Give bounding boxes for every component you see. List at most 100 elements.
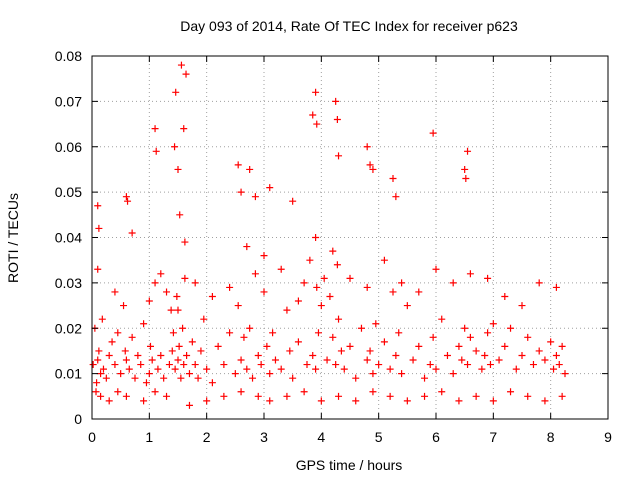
data-point [260, 288, 268, 296]
data-point [366, 347, 374, 355]
data-point [333, 116, 341, 124]
data-point [386, 392, 394, 400]
data-point [438, 388, 446, 396]
data-point [372, 320, 380, 328]
data-point [317, 302, 325, 310]
data-point [286, 347, 294, 355]
data-point [140, 320, 148, 328]
data-point [128, 333, 136, 341]
data-point [94, 356, 102, 364]
data-point [120, 302, 128, 310]
data-point [335, 152, 343, 160]
data-point [512, 365, 520, 373]
data-point [332, 361, 340, 369]
data-point [277, 265, 285, 273]
x-tick-label: 1 [145, 429, 153, 445]
data-point [426, 361, 434, 369]
data-point [160, 374, 168, 382]
data-point [320, 274, 328, 282]
y-tick-label: 0.02 [55, 320, 82, 336]
data-point [507, 388, 515, 396]
data-point [180, 125, 188, 133]
data-point [137, 361, 145, 369]
data-point [464, 147, 472, 155]
data-point [392, 351, 400, 359]
data-point [151, 279, 159, 287]
data-point [438, 315, 446, 323]
data-point [157, 351, 165, 359]
data-point [409, 356, 417, 364]
data-point [105, 397, 113, 405]
data-point [415, 342, 423, 350]
data-point [300, 388, 308, 396]
data-point [369, 370, 377, 378]
data-point [337, 347, 345, 355]
data-point [352, 397, 360, 405]
data-point [237, 188, 245, 196]
data-point [289, 374, 297, 382]
data-point [125, 365, 133, 373]
data-point [99, 365, 107, 373]
data-point [443, 351, 451, 359]
data-point [180, 361, 188, 369]
data-point [142, 379, 150, 387]
x-tick-label: 0 [88, 429, 96, 445]
data-point [303, 361, 311, 369]
data-point [246, 165, 254, 173]
data-point [171, 143, 179, 151]
data-point [380, 256, 388, 264]
data-point [152, 147, 160, 155]
data-point [246, 324, 254, 332]
data-point [380, 338, 388, 346]
data-point [231, 370, 239, 378]
data-point [403, 397, 411, 405]
data-point [254, 351, 262, 359]
grid-lines [92, 56, 608, 419]
data-point [455, 342, 463, 350]
data-point [346, 274, 354, 282]
data-point [507, 324, 515, 332]
data-point [326, 292, 334, 300]
data-point [363, 143, 371, 151]
data-point [243, 365, 251, 373]
data-point [421, 374, 429, 382]
x-tick-label: 9 [604, 429, 612, 445]
data-point [95, 224, 103, 232]
data-point [114, 329, 122, 337]
data-point [131, 374, 139, 382]
data-point [208, 292, 216, 300]
data-point [240, 333, 248, 341]
data-point [167, 306, 175, 314]
data-point [226, 283, 234, 291]
y-tick-label: 0.07 [55, 93, 82, 109]
data-point [111, 288, 119, 296]
data-point [398, 370, 406, 378]
data-point [263, 342, 271, 350]
y-tick-label: 0.01 [55, 366, 82, 382]
data-point [472, 392, 480, 400]
data-point [552, 351, 560, 359]
data-point [203, 365, 211, 373]
data-point [191, 279, 199, 287]
data-point [398, 279, 406, 287]
data-point [329, 247, 337, 255]
data-point [234, 161, 242, 169]
x-tick-label: 2 [203, 429, 211, 445]
data-point [484, 274, 492, 282]
data-point [277, 365, 285, 373]
data-point [128, 229, 136, 237]
data-point [289, 197, 297, 205]
data-point [117, 370, 125, 378]
data-point [151, 388, 159, 396]
x-tick-label: 8 [547, 429, 555, 445]
x-tick-label: 4 [317, 429, 325, 445]
data-point [163, 288, 171, 296]
data-point [306, 256, 314, 264]
data-point [226, 329, 234, 337]
y-axis-label: ROTI / TECUs [5, 193, 21, 283]
data-point [145, 297, 153, 305]
y-tick-label: 0.08 [55, 48, 82, 64]
data-point [535, 347, 543, 355]
data-point [363, 356, 371, 364]
data-point [309, 351, 317, 359]
